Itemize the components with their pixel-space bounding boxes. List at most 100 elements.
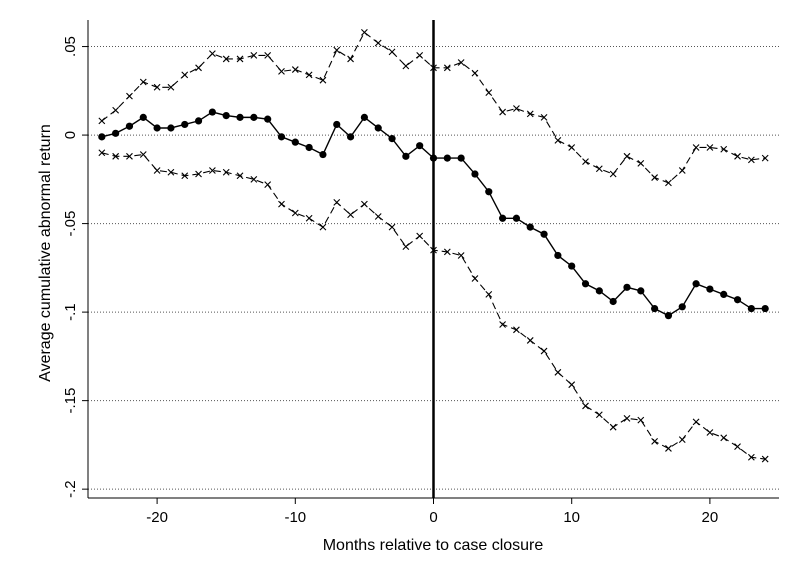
x-marker-stroke	[98, 149, 106, 157]
dot-marker	[194, 117, 203, 125]
x-marker	[126, 152, 133, 160]
x-marker	[347, 55, 354, 63]
x-marker-stroke	[457, 252, 465, 259]
x-marker-stroke	[623, 152, 631, 160]
x-marker-stroke	[236, 172, 244, 180]
dot-marker	[125, 122, 134, 130]
dot-marker	[512, 214, 521, 222]
x-marker	[665, 445, 672, 452]
x-marker	[734, 443, 741, 451]
dot-marker	[250, 113, 258, 121]
x-marker-stroke	[513, 326, 520, 334]
x-marker-stroke	[126, 92, 133, 100]
x-marker-stroke	[347, 55, 354, 63]
x-marker	[250, 175, 258, 183]
x-marker	[361, 29, 368, 36]
dot-marker	[609, 297, 617, 306]
x-marker	[568, 144, 576, 151]
x-marker-stroke	[416, 232, 424, 240]
x-marker-stroke	[595, 165, 603, 173]
x-marker-stroke	[747, 156, 755, 164]
dot-marker	[388, 135, 396, 143]
x-marker	[582, 402, 589, 410]
dot-marker	[112, 129, 120, 137]
x-marker	[623, 152, 631, 160]
x-marker	[305, 71, 313, 79]
y-tick-label: .05	[62, 36, 79, 57]
x-marker	[706, 429, 714, 436]
dot-marker	[277, 133, 286, 141]
x-marker-stroke	[582, 402, 589, 410]
x-marker	[485, 291, 493, 298]
x-marker	[278, 200, 285, 208]
x-marker	[665, 179, 672, 187]
x-marker-stroke	[388, 223, 396, 231]
x-marker	[526, 110, 534, 118]
x-marker-stroke	[540, 113, 548, 121]
x-tick-label: -10	[284, 509, 306, 526]
dot-marker	[333, 120, 341, 129]
dot-marker	[305, 143, 313, 152]
dot-marker	[499, 214, 507, 222]
x-marker	[651, 437, 659, 445]
x-marker	[720, 434, 728, 442]
x-marker	[402, 243, 410, 250]
dot-marker	[568, 262, 576, 270]
x-marker-stroke	[126, 152, 133, 160]
x-marker	[374, 39, 382, 47]
x-marker	[485, 89, 493, 96]
x-marker	[388, 48, 396, 56]
x-marker-stroke	[430, 246, 437, 254]
x-marker-stroke	[734, 152, 741, 160]
dot-marker	[526, 223, 534, 231]
x-marker	[181, 71, 189, 79]
dot-marker	[651, 304, 659, 313]
x-marker	[305, 214, 313, 222]
x-marker-stroke	[609, 170, 617, 178]
x-marker	[568, 381, 576, 389]
x-marker	[526, 337, 534, 344]
dot-marker	[346, 133, 355, 141]
x-marker-stroke	[167, 168, 175, 176]
dot-marker	[485, 188, 493, 196]
x-marker	[457, 59, 465, 66]
x-marker-stroke	[167, 83, 175, 91]
dot-marker	[236, 113, 244, 121]
x-marker	[264, 181, 272, 189]
x-marker-stroke	[443, 248, 451, 256]
x-marker	[651, 174, 659, 181]
axes	[82, 20, 779, 504]
x-marker-stroke	[651, 437, 659, 445]
x-marker-stroke	[692, 144, 700, 151]
x-marker-stroke	[112, 106, 120, 114]
y-tick-label: -.05	[62, 211, 79, 237]
x-marker	[720, 145, 728, 153]
x-marker	[595, 411, 603, 419]
x-marker-stroke	[499, 321, 506, 328]
x-marker-stroke	[236, 55, 244, 63]
x-marker-stroke	[471, 275, 479, 282]
x-marker	[319, 223, 327, 231]
x-marker-stroke	[665, 179, 672, 187]
x-marker	[167, 83, 175, 91]
dot-marker	[540, 230, 548, 238]
x-marker-stroke	[374, 213, 382, 220]
y-tick-label: 0	[62, 131, 79, 139]
dot-marker	[623, 283, 631, 291]
x-marker-stroke	[761, 455, 769, 463]
x-marker	[278, 67, 285, 75]
x-marker	[457, 252, 465, 259]
dot-marker	[181, 120, 189, 129]
x-marker	[540, 347, 548, 355]
x-marker	[747, 453, 755, 461]
dot-marker	[664, 312, 673, 320]
x-marker-stroke	[374, 39, 382, 47]
x-axis-title: Months relative to case closure	[323, 537, 544, 554]
dot-marker	[678, 303, 686, 311]
x-marker-stroke	[554, 368, 562, 376]
y-tick-label: -.1	[62, 303, 79, 321]
x-marker	[513, 326, 520, 334]
x-marker-stroke	[139, 78, 147, 86]
x-marker-stroke	[499, 108, 506, 116]
